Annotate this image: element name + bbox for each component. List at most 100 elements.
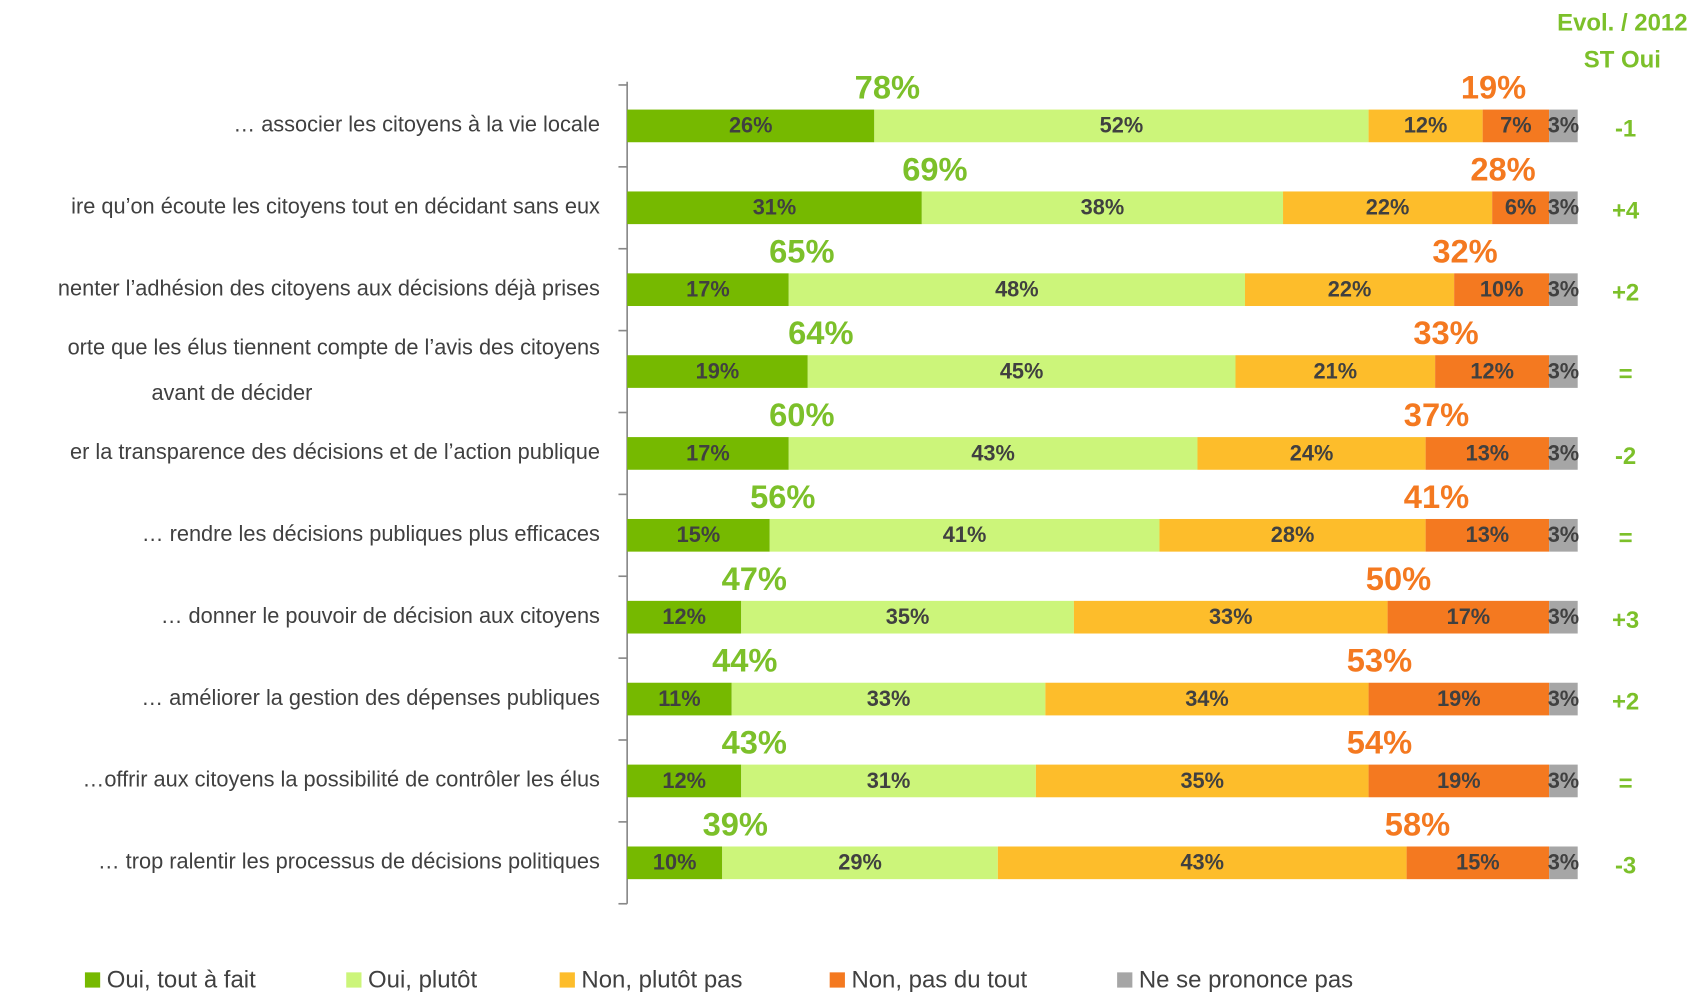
data-label: 22% [1328, 277, 1372, 302]
data-label: 45% [1000, 358, 1044, 383]
evolution-label: +2 [1612, 279, 1639, 306]
bar-segment [627, 518, 770, 552]
total-label: 50% [1366, 560, 1431, 597]
bar-segment [788, 273, 1246, 307]
bar-segment [627, 355, 808, 388]
legend-swatch [829, 972, 845, 988]
bar-segment [997, 846, 1407, 880]
total-label: 60% [769, 396, 834, 433]
data-label: 15% [677, 522, 721, 547]
data-label: 43% [1180, 850, 1224, 875]
data-label: 28% [1271, 522, 1315, 547]
total-label: 41% [1404, 478, 1469, 515]
data-label: 24% [1290, 440, 1334, 465]
total-label: 32% [1432, 232, 1497, 269]
bar-segment [1368, 682, 1550, 716]
evolution-label: = [1619, 525, 1633, 552]
evolution-label: +4 [1612, 197, 1640, 224]
data-label: 17% [686, 277, 730, 302]
data-label: 19% [1437, 686, 1481, 711]
total-label: 47% [722, 560, 787, 597]
data-label: 19% [696, 358, 740, 383]
total-label: 43% [722, 724, 787, 761]
data-label: 52% [1100, 113, 1144, 138]
category-label: er la transparence des décisions et de l… [70, 439, 600, 464]
data-label: 12% [1404, 113, 1448, 138]
bar-segment [1549, 600, 1578, 634]
bar-segment [722, 846, 998, 880]
legend-swatch [346, 972, 362, 988]
bar-segment [874, 109, 1369, 143]
bar-segment [1482, 109, 1550, 143]
data-label: 10% [653, 850, 697, 875]
bar-segment [1235, 355, 1436, 388]
legend-label: Ne se prononce pas [1139, 966, 1353, 992]
data-label: 12% [662, 768, 706, 793]
bar-segment [731, 682, 1046, 716]
total-label: 54% [1347, 724, 1412, 761]
category-label: nenter l’adhésion des citoyens aux décis… [58, 275, 600, 300]
legend-label: Non, plutôt pas [581, 966, 742, 992]
bar-segment [1425, 518, 1550, 552]
evolution-label: = [1619, 361, 1633, 388]
bar-segment [921, 191, 1284, 225]
category-label: … associer les citoyens à la vie locale [233, 112, 600, 137]
bar-segment [1368, 764, 1550, 798]
data-label: 7% [1500, 113, 1531, 138]
legend-label: Oui, tout à fait [107, 966, 256, 992]
category-label: ire qu’on écoute les citoyens tout en dé… [71, 194, 600, 219]
total-label: 33% [1413, 314, 1478, 351]
category-label: … rendre les décisions publiques plus ef… [142, 521, 600, 546]
total-label: 53% [1347, 642, 1412, 679]
total-label: 37% [1404, 396, 1469, 433]
data-label: 21% [1314, 358, 1358, 383]
evolution-label: +2 [1612, 689, 1639, 716]
bar-segment [1406, 846, 1550, 880]
legend-label: Oui, plutôt [368, 966, 477, 992]
total-label: 56% [750, 478, 815, 515]
data-label: 35% [886, 604, 930, 629]
data-label: 41% [943, 522, 987, 547]
data-label: 17% [1447, 604, 1491, 629]
data-label: 3% [1548, 440, 1579, 465]
bar-segment [627, 191, 922, 225]
data-label: 6% [1505, 195, 1536, 220]
bar-segment [1045, 682, 1369, 716]
evolution-label: = [1619, 771, 1633, 798]
bar-segment [1283, 191, 1493, 225]
data-label: 31% [867, 768, 911, 793]
category-label: … trop ralentir les processus de décisio… [98, 849, 600, 874]
evolution-label: -2 [1615, 443, 1636, 470]
data-label: 3% [1548, 277, 1579, 302]
bar-segment [1549, 437, 1578, 470]
total-label: 65% [769, 232, 834, 269]
bar-segment [627, 273, 789, 307]
data-label: 33% [1209, 604, 1253, 629]
total-label: 64% [788, 314, 853, 351]
bar-segment [1425, 437, 1550, 470]
data-label: 19% [1437, 768, 1481, 793]
bar-segment [1549, 764, 1578, 798]
data-label: 3% [1548, 113, 1579, 138]
legend-swatch [559, 972, 575, 988]
bar-segment [1035, 764, 1369, 798]
data-label: 22% [1366, 195, 1410, 220]
bar-segment [1549, 846, 1578, 880]
evolution-label: -3 [1615, 853, 1636, 880]
bar-segment [1435, 355, 1550, 388]
bar-segment [741, 600, 1074, 634]
bar-segment [1549, 355, 1578, 388]
data-label: 15% [1456, 850, 1500, 875]
total-label: 39% [703, 806, 768, 843]
bar-segment [741, 764, 1036, 798]
data-label: 3% [1548, 768, 1579, 793]
data-label: 3% [1548, 604, 1579, 629]
data-label: 17% [686, 440, 730, 465]
evol-header: Evol. / 2012 [1557, 9, 1687, 36]
category-label: avant de décider [151, 380, 312, 405]
bar-segment [627, 600, 742, 634]
data-label: 35% [1180, 768, 1224, 793]
bar-segment [788, 437, 1198, 470]
data-label: 38% [1081, 195, 1125, 220]
